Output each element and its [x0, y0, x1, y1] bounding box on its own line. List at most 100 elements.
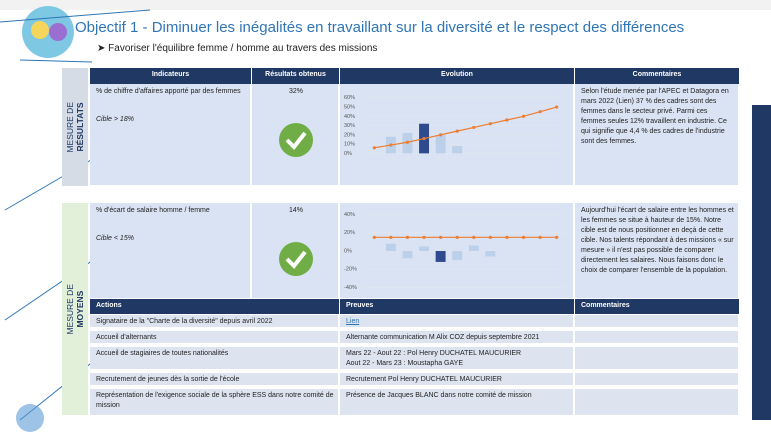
column-header: Evolution	[340, 68, 575, 84]
chart: -40% -20% 0% 20% 40%	[340, 205, 575, 295]
y-tick-label: 40%	[344, 114, 355, 120]
action: Représentation de l'exigence sociale de …	[90, 389, 340, 413]
bar	[469, 246, 479, 251]
y-tick-label: 50%	[344, 104, 355, 110]
bar	[419, 246, 429, 251]
line-point	[489, 122, 492, 125]
y-tick-label: 60%	[344, 95, 355, 101]
column-header: Actions	[90, 299, 340, 314]
indicator: % de chiffre d'affaires apporté par des …	[90, 84, 252, 100]
side-label: MESURE DE MOYENS	[62, 203, 88, 415]
avatar-detail	[31, 21, 49, 39]
y-tick-label: 30%	[344, 123, 355, 129]
y-tick-label: -40%	[344, 285, 357, 291]
cell-bg	[575, 315, 740, 329]
line-point	[422, 236, 425, 239]
logo	[16, 404, 44, 432]
subtitle-text: Favoriser l'équilibre femme / homme au t…	[108, 43, 377, 54]
bar	[386, 244, 396, 251]
side-label-line: RÉSULTATS	[75, 102, 85, 153]
cell-bg	[575, 373, 740, 387]
line	[374, 107, 556, 148]
result: 14%	[252, 203, 340, 219]
column-header: Commentaires	[575, 68, 740, 84]
line-point	[555, 105, 558, 108]
bar	[452, 251, 462, 260]
line-point	[373, 236, 376, 239]
line-point	[422, 137, 425, 140]
line-point	[505, 118, 508, 121]
column-header: Résultats obtenus	[252, 68, 340, 84]
proof: Recrutement Pol Henry DUCHATEL MAUCURIER	[340, 373, 575, 388]
proof: Lien	[340, 315, 575, 330]
chart: 0% 10% 20% 30% 40% 50% 60%	[340, 86, 575, 166]
line-point	[439, 236, 442, 239]
proof: Alternante communication M Alix COZ depu…	[340, 331, 575, 346]
line-point	[539, 236, 542, 239]
line-point	[522, 236, 525, 239]
line-point	[456, 236, 459, 239]
line-point	[439, 133, 442, 136]
line-point	[555, 236, 558, 239]
check-icon	[278, 122, 314, 158]
line-point	[406, 141, 409, 144]
line-point	[522, 115, 525, 118]
proof: Mars 22 - Aout 22 : Pol Henry DUCHATEL M…	[340, 347, 575, 371]
y-tick-label: 0%	[344, 151, 352, 157]
bar	[436, 251, 446, 262]
link[interactable]: Lien	[346, 317, 569, 327]
side-bar	[752, 105, 771, 420]
cell-bg	[575, 347, 740, 371]
y-tick-label: 10%	[344, 142, 355, 148]
side-label-text: MESURE DE MOYENS	[65, 284, 85, 335]
check-circle	[279, 123, 313, 157]
bar	[485, 251, 495, 256]
y-tick-label: 40%	[344, 212, 355, 218]
side-label-text: MESURE DERÉSULTATS	[65, 102, 85, 153]
line-point	[406, 236, 409, 239]
proof-line: Alternante communication M Alix COZ depu…	[346, 333, 569, 343]
cell-bg	[575, 331, 740, 345]
line-point	[389, 236, 392, 239]
action: Recrutement de jeunes dès la sortie de l…	[90, 373, 340, 388]
line-point	[472, 236, 475, 239]
line-point	[539, 110, 542, 113]
y-tick-label: 20%	[344, 132, 355, 138]
indicator: % d'écart de salaire homme / femme	[90, 203, 252, 219]
column-header: Commentaires	[575, 299, 740, 314]
action: Signataire de la "Charte de la diversité…	[90, 315, 340, 330]
action: Accueil de stagiaires de toutes national…	[90, 347, 340, 362]
side-label-line: MOYENS	[75, 284, 85, 335]
comment: Selon l'étude menée par l'APEC et Datago…	[575, 84, 740, 150]
y-tick-label: -20%	[344, 267, 357, 273]
check-circle	[279, 242, 313, 276]
cell-bg	[575, 389, 740, 417]
proof: Présence de Jacques BLANC dans notre com…	[340, 389, 575, 404]
line-point	[472, 126, 475, 129]
bar	[402, 251, 412, 258]
target: Cible > 18%	[90, 112, 252, 128]
line-point	[489, 236, 492, 239]
proof-line: Mars 22 - Aout 22 : Pol Henry DUCHATEL M…	[346, 349, 569, 359]
proof-line: Recrutement Pol Henry DUCHATEL MAUCURIER	[346, 375, 569, 385]
subtitle: ➤ Favoriser l'équilibre femme / homme au…	[97, 43, 377, 54]
action: Accueil d'alternants	[90, 331, 340, 346]
line-point	[389, 143, 392, 146]
slide: Objectif 1 - Diminuer les inégalités en …	[0, 0, 771, 434]
y-tick-label: 20%	[344, 230, 355, 236]
target: Cible < 15%	[90, 231, 252, 247]
side-label-line: MESURE DE	[65, 284, 75, 335]
column-header: Preuves	[340, 299, 575, 314]
bar	[436, 135, 446, 154]
line-point	[456, 130, 459, 133]
proof-line: Aout 22 - Mars 23 : Moustapha GAYE	[346, 359, 569, 369]
top-band	[0, 0, 771, 10]
check-icon	[278, 241, 314, 277]
bar	[452, 146, 462, 153]
avatar-detail	[49, 23, 67, 41]
comment: Aujourd'hui l'écart de salaire entre les…	[575, 203, 740, 279]
proof-line: Présence de Jacques BLANC dans notre com…	[346, 391, 569, 401]
y-tick-label: 0%	[344, 248, 352, 254]
column-header: Indicateurs	[90, 68, 252, 84]
